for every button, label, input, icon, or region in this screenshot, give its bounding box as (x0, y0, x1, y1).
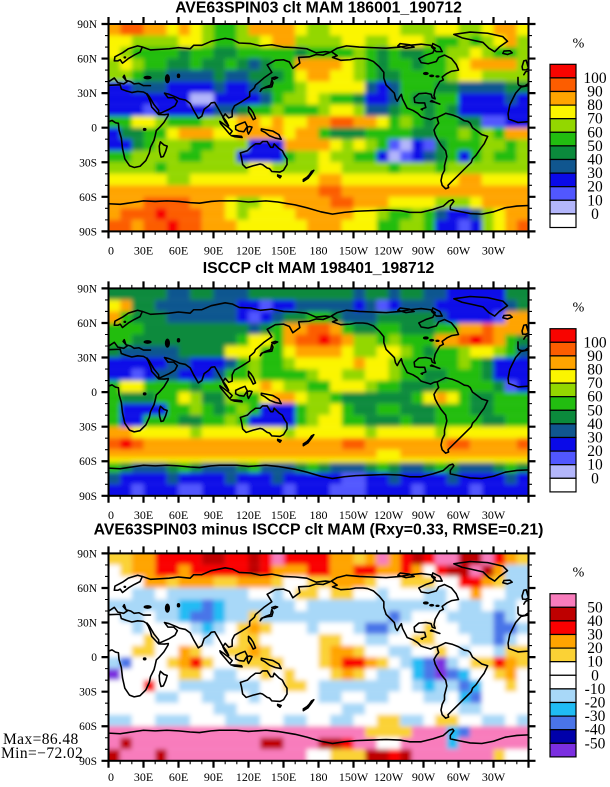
svg-text:30S: 30S (79, 687, 97, 699)
svg-text:90E: 90E (204, 243, 223, 257)
svg-text:0: 0 (91, 123, 97, 135)
svg-text:60W: 60W (447, 508, 471, 522)
svg-text:-30: -30 (585, 708, 606, 725)
svg-text:0: 0 (108, 770, 114, 782)
svg-text:60S: 60S (79, 721, 97, 733)
svg-text:180: 180 (310, 770, 328, 782)
svg-text:90S: 90S (79, 226, 97, 238)
svg-text:30W: 30W (482, 243, 506, 257)
svg-text:0: 0 (108, 243, 114, 257)
svg-text:50: 50 (587, 138, 603, 155)
svg-text:180: 180 (310, 243, 328, 257)
svg-text:150W: 150W (339, 770, 369, 782)
svg-text:%: % (573, 36, 585, 51)
svg-text:30W: 30W (482, 770, 506, 782)
svg-text:-20: -20 (585, 695, 606, 712)
svg-text:90N: 90N (77, 283, 98, 295)
svg-text:30W: 30W (482, 508, 506, 522)
svg-text:30: 30 (587, 430, 603, 447)
svg-text:50: 50 (587, 599, 603, 616)
svg-text:10: 10 (587, 457, 603, 474)
svg-text:120W: 120W (374, 243, 404, 257)
svg-text:40: 40 (587, 152, 603, 169)
svg-text:Min=−72.02: Min=−72.02 (1, 745, 83, 762)
svg-text:180: 180 (310, 508, 328, 522)
svg-text:120E: 120E (236, 508, 261, 522)
svg-text:0: 0 (591, 667, 599, 684)
svg-text:120W: 120W (374, 770, 404, 782)
svg-text:30S: 30S (79, 157, 97, 169)
svg-text:10: 10 (587, 654, 603, 671)
svg-text:20: 20 (587, 443, 603, 460)
svg-text:0: 0 (91, 387, 97, 399)
svg-text:90W: 90W (412, 508, 436, 522)
svg-text:120E: 120E (236, 770, 261, 782)
svg-text:90E: 90E (204, 770, 223, 782)
svg-text:30S: 30S (79, 422, 97, 434)
svg-text:150E: 150E (271, 508, 296, 522)
svg-text:60N: 60N (77, 583, 98, 595)
svg-text:90S: 90S (79, 756, 97, 768)
svg-text:60E: 60E (169, 243, 188, 257)
svg-text:90W: 90W (412, 243, 436, 257)
svg-text:40: 40 (587, 416, 603, 433)
svg-text:60E: 60E (169, 770, 188, 782)
svg-text:150E: 150E (271, 243, 296, 257)
svg-text:70: 70 (587, 375, 603, 392)
svg-text:100: 100 (583, 70, 607, 87)
svg-text:70: 70 (587, 111, 603, 128)
svg-text:150E: 150E (271, 770, 296, 782)
svg-text:90E: 90E (204, 508, 223, 522)
svg-text:ISCCP clt MAM 198401_198712: ISCCP clt MAM 198401_198712 (203, 260, 435, 277)
svg-text:10: 10 (587, 192, 603, 209)
svg-text:30N: 30N (77, 353, 98, 365)
svg-text:60S: 60S (79, 192, 97, 204)
svg-text:0: 0 (108, 508, 114, 522)
svg-text:150W: 150W (339, 243, 369, 257)
svg-text:30: 30 (587, 627, 603, 644)
svg-text:60N: 60N (77, 318, 98, 330)
svg-text:60W: 60W (447, 770, 471, 782)
svg-text:90: 90 (587, 84, 603, 101)
svg-text:AVE63SPIN03 minus ISCCP clt MA: AVE63SPIN03 minus ISCCP clt MAM (Rxy=0.3… (94, 522, 544, 539)
svg-text:20: 20 (587, 179, 603, 196)
svg-text:60: 60 (587, 389, 603, 406)
svg-text:60N: 60N (77, 54, 98, 66)
svg-text:80: 80 (587, 362, 603, 379)
svg-text:90S: 90S (79, 491, 97, 503)
svg-text:60E: 60E (169, 508, 188, 522)
svg-text:0: 0 (91, 652, 97, 664)
svg-text:%: % (573, 301, 585, 316)
svg-text:-10: -10 (585, 681, 606, 698)
svg-text:AVE63SPIN03 clt MAM 186001_190: AVE63SPIN03 clt MAM 186001_190712 (175, 0, 462, 17)
svg-text:150W: 150W (339, 508, 369, 522)
svg-text:90: 90 (587, 348, 603, 365)
svg-text:30N: 30N (77, 88, 98, 100)
svg-text:30: 30 (587, 165, 603, 182)
svg-text:90W: 90W (412, 770, 436, 782)
svg-text:30N: 30N (77, 618, 98, 630)
svg-text:100: 100 (583, 334, 607, 351)
svg-text:-40: -40 (585, 722, 606, 739)
svg-text:30E: 30E (134, 770, 153, 782)
svg-text:60: 60 (587, 124, 603, 141)
svg-text:0: 0 (591, 206, 599, 223)
svg-text:20: 20 (587, 640, 603, 657)
svg-text:50: 50 (587, 402, 603, 419)
svg-text:Max=86.48: Max=86.48 (3, 731, 79, 748)
svg-text:0: 0 (591, 470, 599, 487)
svg-text:-50: -50 (585, 735, 606, 752)
svg-text:60S: 60S (79, 456, 97, 468)
svg-text:90N: 90N (77, 548, 98, 560)
svg-text:120E: 120E (236, 243, 261, 257)
svg-text:120W: 120W (374, 508, 404, 522)
svg-text:60W: 60W (447, 243, 471, 257)
svg-text:%: % (573, 566, 585, 581)
svg-text:80: 80 (587, 97, 603, 114)
svg-text:90N: 90N (77, 19, 98, 31)
svg-text:40: 40 (587, 613, 603, 630)
svg-text:30E: 30E (134, 243, 153, 257)
svg-text:30E: 30E (134, 508, 153, 522)
